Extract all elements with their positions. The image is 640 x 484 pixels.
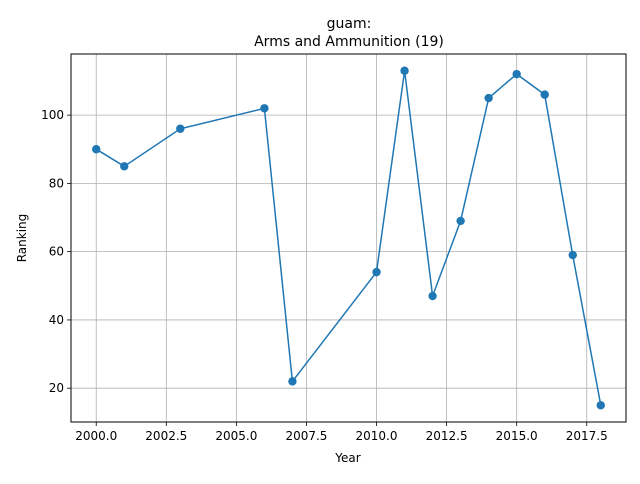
data-point: [484, 93, 493, 103]
data-point: [540, 90, 549, 99]
data-point: [120, 162, 129, 171]
x-tick-label: 2007.5: [285, 429, 327, 443]
data-point: [176, 124, 185, 133]
data-point: [512, 69, 521, 79]
data-point: [428, 291, 437, 301]
series-line: [95, 70, 602, 406]
x-tick-label: 2010.0: [356, 429, 398, 443]
data-point: [456, 216, 465, 226]
data-point: [260, 104, 269, 113]
data-point: [596, 401, 605, 410]
x-tick-label: 2005.0: [215, 429, 257, 443]
y-tick-label: 80: [49, 176, 64, 190]
x-tick-label: 2017.5: [566, 429, 608, 443]
x-tick-label: 2012.5: [426, 429, 468, 443]
y-tick-label: 40: [49, 313, 64, 327]
data-point: [400, 66, 409, 75]
data-point: [92, 145, 101, 154]
y-axis-label: Ranking: [15, 214, 29, 263]
y-tick-label: 60: [49, 245, 64, 259]
chart-title-line1: guam:: [327, 16, 372, 32]
x-tick-label: 2015.0: [496, 429, 538, 443]
y-tick-label: 100: [41, 108, 64, 122]
x-tick-label: 2002.5: [145, 429, 187, 443]
data-point: [568, 250, 577, 260]
x-axis-label: Year: [334, 451, 360, 465]
axis-ticks: 2000.0 2002.5 2005.0 2007.5 2010.0 2012.5 2015…: [41, 108, 608, 443]
x-tick-label: 2000.0: [75, 429, 117, 443]
plot-area-frame: [70, 53, 627, 423]
chart-title-line2: Arms and Ammunition (19): [254, 34, 444, 50]
series-layer: [92, 66, 605, 410]
data-point: [372, 267, 381, 277]
y-tick-label: 20: [49, 381, 64, 395]
data-point: [288, 377, 297, 386]
